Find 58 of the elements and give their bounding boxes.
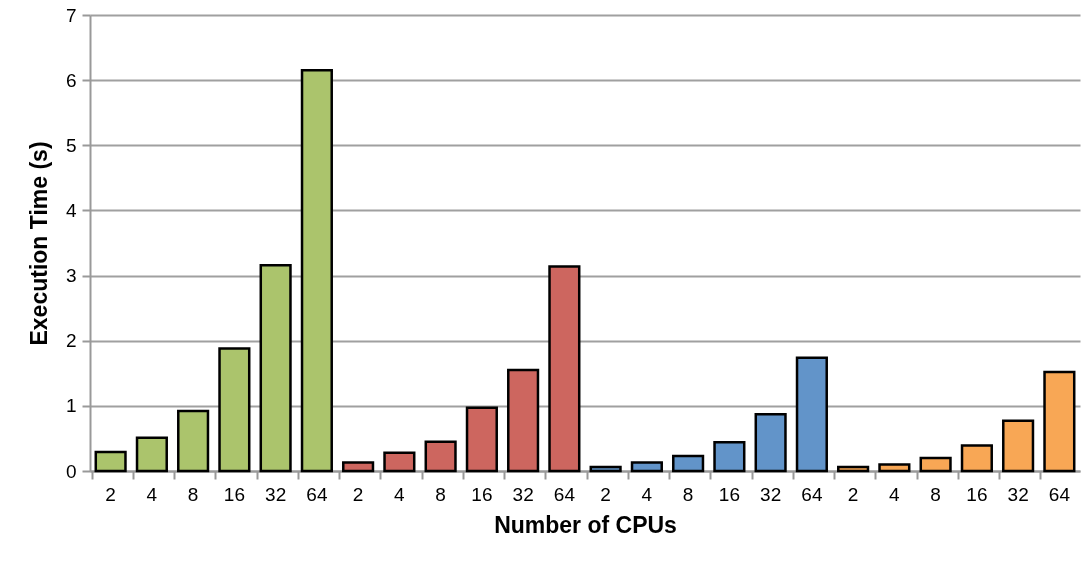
x-tick-label: 8	[930, 483, 941, 505]
x-tick-label: 2	[847, 483, 859, 505]
bar	[135, 436, 168, 473]
bar	[342, 461, 375, 473]
x-tick-label: 4	[394, 483, 406, 505]
bar	[754, 413, 787, 473]
bar	[383, 451, 416, 473]
x-tick-label: 32	[512, 483, 534, 505]
x-tick-label: 32	[760, 483, 782, 505]
y-tick-label: 0	[65, 460, 77, 482]
bar	[589, 465, 622, 473]
bar	[630, 461, 663, 473]
bar	[424, 440, 457, 473]
bar	[507, 368, 540, 473]
bar	[177, 409, 210, 473]
bar	[713, 441, 746, 473]
y-axis-title: Execution Time (s)	[25, 141, 52, 346]
x-tick-label: 4	[889, 483, 901, 505]
x-tick-label: 2	[105, 483, 116, 505]
x-tick-label: 16	[223, 483, 245, 505]
x-tick-label: 16	[718, 483, 740, 505]
y-tick-label: 7	[65, 4, 77, 26]
bar	[919, 456, 952, 473]
x-tick-label: 16	[471, 483, 493, 505]
x-tick-label: 8	[682, 483, 694, 505]
bar	[837, 465, 870, 473]
y-tick-label: 4	[65, 199, 77, 221]
x-tick-label: 4	[146, 483, 158, 505]
x-tick-label: 32	[265, 483, 287, 505]
bar	[259, 263, 292, 473]
y-tick-label: 6	[65, 69, 77, 91]
bar	[878, 463, 911, 473]
y-tick-label: 2	[65, 330, 77, 352]
x-tick-label: 8	[435, 483, 446, 505]
bar	[960, 444, 993, 473]
y-tick-label: 5	[65, 134, 77, 156]
x-tick-label: 2	[352, 483, 364, 505]
x-tick-label: 16	[966, 483, 988, 505]
x-tick-label: 8	[187, 483, 199, 505]
y-tick-label: 3	[65, 265, 77, 287]
bar	[465, 406, 498, 473]
bar	[1002, 419, 1035, 473]
bar	[795, 356, 828, 473]
bar	[672, 454, 705, 473]
y-tick-label: 1	[65, 395, 77, 417]
bar	[218, 347, 251, 473]
x-tick-label: 64	[1048, 483, 1071, 505]
x-tick-label: 64	[553, 483, 576, 505]
x-tick-label: 2	[600, 483, 611, 505]
x-tick-label: 64	[306, 483, 328, 505]
x-tick-label: 4	[641, 483, 653, 505]
bar	[1043, 370, 1076, 473]
bar	[548, 265, 581, 473]
x-tick-label: 32	[1007, 483, 1029, 505]
x-tick-label: 64	[801, 483, 823, 505]
bar	[94, 450, 127, 473]
bar	[300, 69, 333, 473]
x-axis-title: Number of CPUs	[494, 511, 677, 538]
